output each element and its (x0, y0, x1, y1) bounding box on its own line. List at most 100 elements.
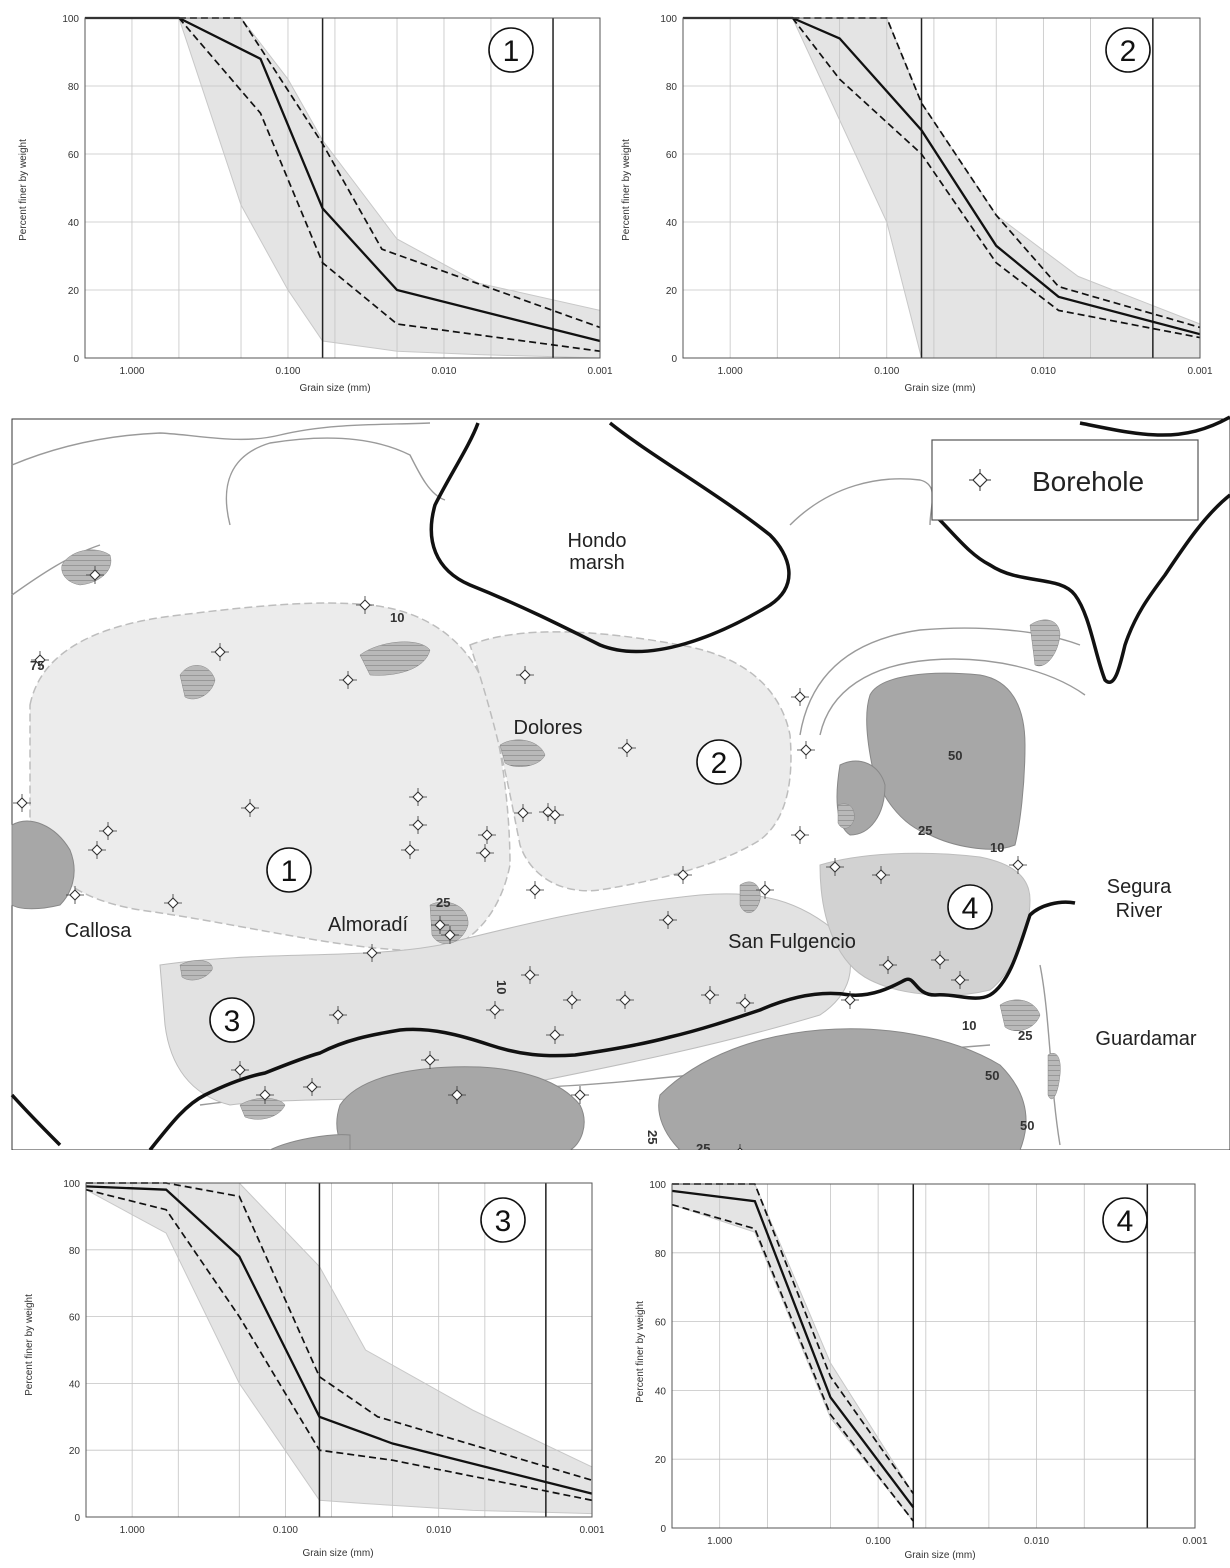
y-tick-label: 40 (69, 1379, 81, 1390)
grain-size-chart-4-svg: Percent finer by weight Grain size (mm) … (635, 1180, 1208, 1561)
y-axis-label: Percent finer by weight (635, 1301, 646, 1403)
y-tick-label: 0 (660, 1524, 666, 1535)
borehole-diamond (167, 897, 179, 909)
borehole-marker (1009, 856, 1027, 874)
borehole-marker (486, 1001, 504, 1019)
x-tick-label: 1.000 (707, 1536, 732, 1547)
borehole-diamond (489, 1004, 501, 1016)
borehole-diamond (549, 809, 561, 821)
coastline (933, 493, 1230, 684)
borehole-diamond (704, 989, 716, 1001)
place-callosa: Callosa (65, 920, 133, 942)
borehole-marker (409, 816, 427, 834)
x-axis-label: Grain size (mm) (904, 383, 975, 394)
borehole-marker (409, 788, 427, 806)
grain-size-chart-2-svg: Percent finer by weight Grain size (mm) … (621, 14, 1213, 394)
contour-label: 50 (948, 748, 962, 763)
borehole-marker (791, 688, 809, 706)
borehole-diamond (434, 919, 446, 931)
borehole-marker (951, 971, 969, 989)
y-tick-label: 60 (69, 1313, 81, 1324)
borehole-marker (329, 1006, 347, 1024)
contour-label: 25 (436, 895, 450, 910)
borehole-diamond (882, 959, 894, 971)
borehole-marker (448, 1086, 466, 1104)
contour-label: 50 (1020, 1118, 1034, 1133)
x-tick-label: 0.010 (431, 366, 456, 377)
y-tick-label: 0 (73, 354, 79, 365)
borehole-marker (421, 1051, 439, 1069)
borehole-diamond (259, 1089, 271, 1101)
borehole-markers (13, 566, 1027, 1162)
borehole-marker (879, 956, 897, 974)
contour-label: 10 (962, 1018, 976, 1033)
zone-3-marker: 3 (209, 997, 255, 1043)
y-tick-label: 60 (655, 1318, 667, 1329)
y-axis-label: Percent finer by weight (18, 139, 29, 241)
contour-label: 10 (390, 610, 404, 625)
borehole-marker (231, 1061, 249, 1079)
borehole-marker (514, 804, 532, 822)
borehole-diamond (524, 969, 536, 981)
borehole-marker (546, 1026, 564, 1044)
zone-number-circle (1102, 1197, 1148, 1243)
y-tick-label: 40 (655, 1386, 667, 1397)
grain-size-chart-4: Percent finer by weight Grain size (mm) … (615, 1160, 1230, 1563)
borehole-marker (88, 841, 106, 859)
borehole-diamond (306, 1081, 318, 1093)
y-tick-label: 20 (69, 1446, 81, 1457)
limit-curve (791, 17, 1201, 339)
hondo-marsh-outline (429, 421, 791, 654)
borehole-diamond-icon (969, 469, 991, 491)
x-tick-label: 0.010 (426, 1525, 451, 1536)
borehole-diamond (69, 889, 81, 901)
plot-frame (682, 17, 1201, 359)
river-and-boundary-lines (10, 415, 1230, 1152)
borehole-diamond (244, 802, 256, 814)
contour-label: 25 (1018, 1028, 1032, 1043)
borehole-marker (241, 799, 259, 817)
place-hondo: Hondo (568, 530, 627, 552)
place-marsh: marsh (569, 552, 625, 574)
zone-number-circle (480, 1197, 526, 1243)
borehole-diamond (444, 929, 456, 941)
borehole-diamond (549, 1029, 561, 1041)
y-tick-label: 100 (649, 1180, 666, 1191)
plot-frame (85, 1182, 593, 1518)
borehole-diamond (1012, 859, 1024, 871)
place-dolores: Dolores (514, 717, 583, 739)
x-axis-label: Grain size (mm) (302, 1548, 373, 1559)
borehole-diamond (366, 947, 378, 959)
x-tick-label: 0.001 (1187, 366, 1212, 377)
svg-text:4: 4 (962, 892, 979, 925)
y-tick-label: 60 (666, 150, 678, 161)
borehole-diamond (759, 884, 771, 896)
borehole-diamond (481, 829, 493, 841)
zone-number-circle (1105, 27, 1151, 73)
place-san-fulgencio: San Fulgencio (728, 931, 856, 953)
borehole-marker (478, 826, 496, 844)
zone-2-marker: 2 (696, 739, 742, 785)
y-axis-label: Percent finer by weight (24, 1294, 35, 1396)
grain-size-chart-3-svg: Percent finer by weight Grain size (mm) … (24, 1179, 605, 1559)
borehole-diamond (89, 569, 101, 581)
grain-size-chart-1-svg: Percent finer by weight Grain size (mm) … (18, 14, 613, 394)
borehole-marker (791, 826, 809, 844)
svg-text:2: 2 (711, 747, 728, 780)
x-tick-label: 0.001 (1182, 1536, 1207, 1547)
borehole-diamond (16, 797, 28, 809)
borehole-diamond (342, 674, 354, 686)
place-river: River (1116, 900, 1163, 922)
zone-1-area (29, 602, 511, 952)
svg-text:1: 1 (281, 855, 298, 888)
y-tick-label: 40 (666, 218, 678, 229)
zone-2-area (469, 631, 792, 892)
borehole-diamond (517, 807, 529, 819)
grain-size-chart-2: Percent finer by weight Grain size (mm) … (615, 0, 1230, 400)
relief-areas (11, 672, 1027, 1151)
borehole-diamond (934, 954, 946, 966)
contour-label: 75 (30, 658, 44, 673)
y-tick-label: 20 (655, 1455, 667, 1466)
y-tick-label: 100 (660, 14, 677, 25)
borehole-marker (701, 986, 719, 1004)
